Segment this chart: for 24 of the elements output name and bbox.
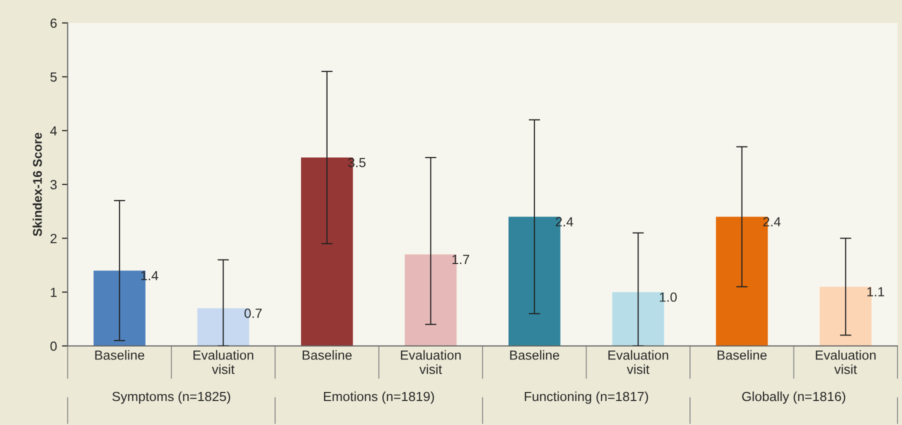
y-axis-title: Skindex-16 Score	[32, 132, 42, 236]
text: Emotions (n=1819)	[324, 391, 434, 404]
y-tick-label: 3	[50, 180, 57, 190]
data-label: 0.7	[244, 308, 262, 318]
y-tick-label: 0	[50, 342, 57, 351]
text: Globally (n=1816)	[742, 391, 846, 404]
x-tick-label: Evaluation visit	[194, 350, 254, 374]
x-tick-label: Baseline	[302, 350, 352, 360]
x-tick-label: Baseline	[95, 350, 144, 360]
text: Symptoms (n=1825)	[112, 391, 230, 404]
text: Functioning (n=1817)	[524, 391, 648, 404]
x-tick-label: Baseline	[510, 350, 560, 360]
x-tick-label: Evaluation visit	[816, 350, 876, 374]
y-tick-label: 1	[50, 288, 57, 297]
data-label: 1.1	[867, 287, 884, 296]
x-tick-label: Evaluation visit	[400, 350, 461, 374]
x-tick-label: Evaluation visit	[608, 350, 668, 374]
data-label: 1.0	[660, 292, 677, 302]
y-tick-label: 5	[50, 72, 57, 82]
x-tick-label: Baseline	[718, 350, 767, 360]
y-tick-label: 2	[50, 234, 57, 244]
y-tick-label: 4	[50, 126, 57, 136]
y-tick-label: 6	[50, 18, 57, 28]
data-label: 1.7	[452, 254, 470, 264]
